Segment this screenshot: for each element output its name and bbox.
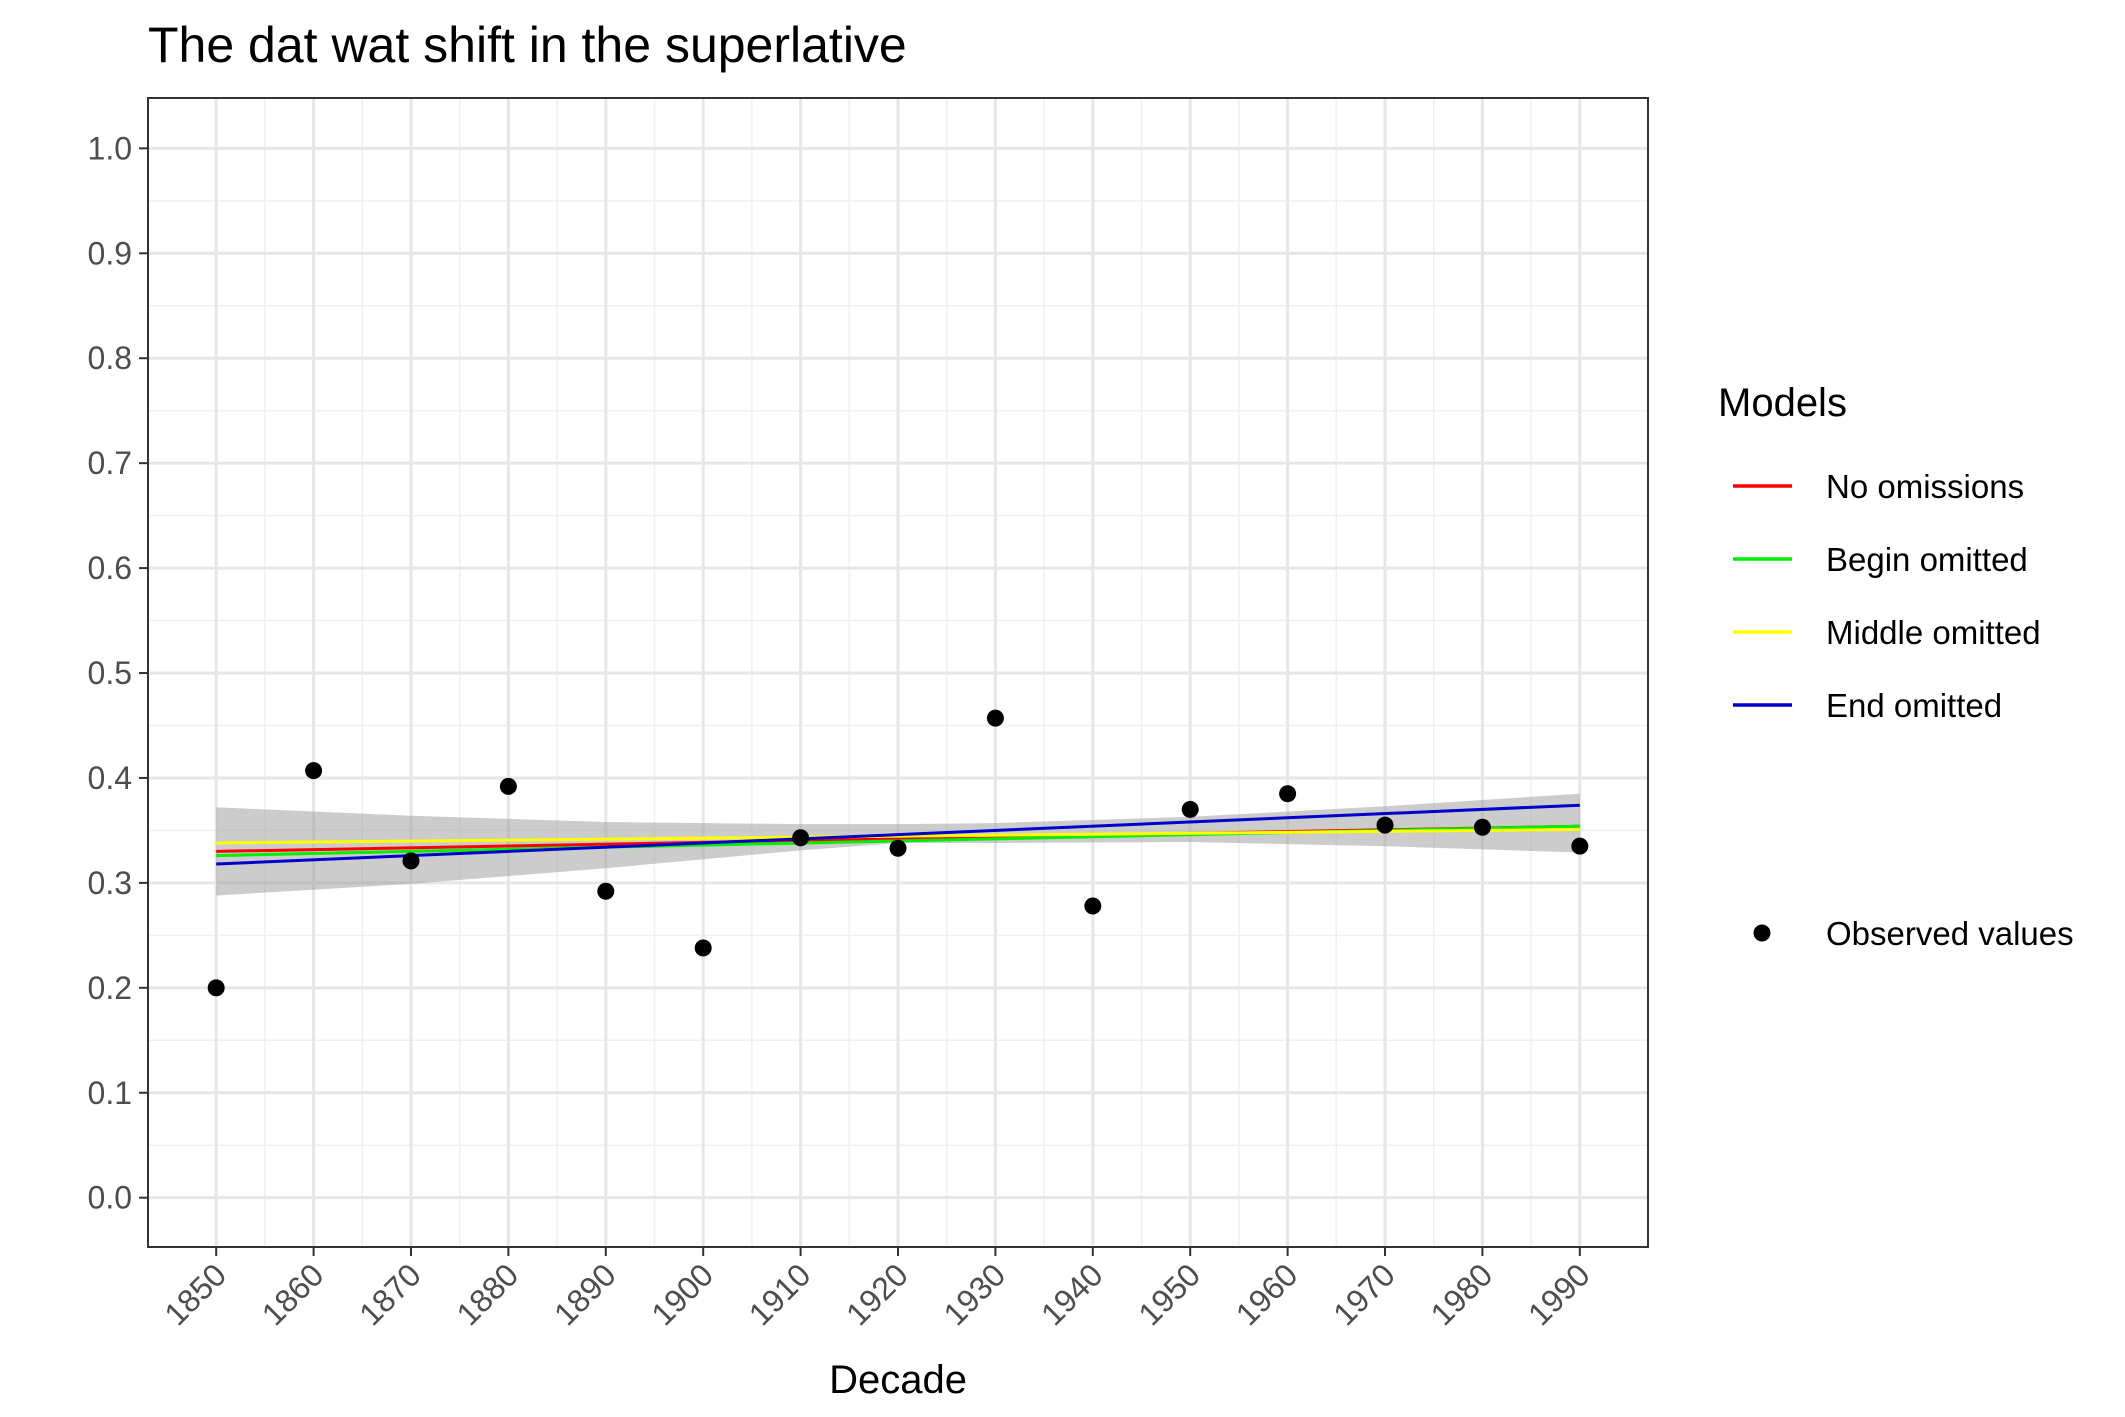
observed-point [1473, 818, 1491, 836]
observed-point [402, 852, 420, 870]
legend-title: Models [1718, 381, 1847, 425]
x-tick-label: 1860 [255, 1256, 331, 1332]
y-tick-label: 1.0 [88, 130, 132, 166]
legend-label-end-omitted: End omitted [1826, 687, 2002, 724]
observed-point [207, 979, 225, 997]
observed-point [1571, 837, 1589, 855]
observed-point [597, 882, 615, 900]
x-tick-label: 1850 [157, 1256, 233, 1332]
observed-point [1376, 816, 1394, 834]
x-tick-label: 1890 [547, 1256, 623, 1332]
y-tick-label: 0.0 [88, 1180, 132, 1216]
observed-point [1084, 897, 1102, 915]
y-tick-label: 0.2 [88, 970, 132, 1006]
x-tick-label: 1920 [839, 1256, 915, 1332]
x-tick-label: 1910 [742, 1256, 818, 1332]
model-line-end-omitted [216, 803, 1580, 866]
x-tick-label: 1960 [1229, 1256, 1305, 1332]
x-tick-label: 1880 [450, 1256, 526, 1332]
legend-label-no-omissions: No omissions [1826, 468, 2024, 505]
legend-key-observed-values [1753, 924, 1771, 942]
x-tick-label: 1970 [1326, 1256, 1402, 1332]
legend: Models No omissions Begin omitted Middle o… [1718, 381, 2074, 952]
legend-label-begin-omitted: Begin omitted [1826, 541, 2028, 578]
y-tick-label: 0.3 [88, 865, 132, 901]
legend-label-observed-values: Observed values [1826, 915, 2074, 952]
observed-point [986, 709, 1004, 727]
x-axis-title: Decade [829, 1358, 967, 1402]
observed-point [1181, 800, 1199, 818]
y-tick-label: 0.5 [88, 655, 132, 691]
x-tick-label: 1990 [1521, 1256, 1597, 1332]
observed-point [792, 829, 810, 847]
observed-point [1279, 785, 1297, 803]
x-tick-label: 1870 [352, 1256, 428, 1332]
legend-label-middle-omitted: Middle omitted [1826, 614, 2041, 651]
y-tick-label: 0.1 [88, 1075, 132, 1111]
y-tick-label: 0.4 [88, 760, 132, 796]
x-tick-label: 1950 [1131, 1256, 1207, 1332]
x-tick-label: 1940 [1034, 1256, 1110, 1332]
chart-title: The dat wat shift in the superlative [148, 17, 907, 73]
x-tick-label: 1930 [937, 1256, 1013, 1332]
y-tick-label: 0.7 [88, 445, 132, 481]
observed-points [207, 709, 1589, 997]
x-tick-label: 1900 [644, 1256, 720, 1332]
x-tick-label: 1980 [1424, 1256, 1500, 1332]
y-tick-label: 0.6 [88, 550, 132, 586]
major-gridlines [148, 98, 1648, 1247]
observed-point [694, 939, 712, 957]
x-axis: 1850 1860 1870 1880 1890 1900 1910 1920 1930 1940… [157, 1247, 1597, 1332]
y-tick-label: 0.8 [88, 340, 132, 376]
observed-point [889, 839, 907, 857]
y-tick-label: 0.9 [88, 235, 132, 271]
observed-point [499, 777, 517, 795]
model-line-middle-omitted [216, 827, 1580, 845]
y-axis: 0.0 0.1 0.2 0.3 0.4 0.5 0.6 0.7 0.8 0.9 1.0 [88, 130, 148, 1216]
observed-point [305, 762, 323, 780]
